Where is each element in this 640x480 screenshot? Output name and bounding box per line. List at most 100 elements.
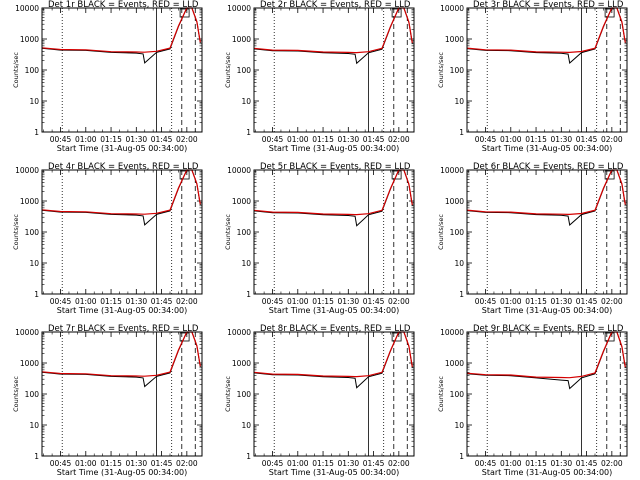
x-tick-label: 02:00 <box>388 135 410 144</box>
x-axis-label: Start Time (31-Aug-05 00:34:00) <box>57 306 188 315</box>
x-axis-label: Start Time (31-Aug-05 00:34:00) <box>269 144 400 153</box>
y-tick-label: 10 <box>454 259 464 268</box>
y-tick-label: 10 <box>29 421 39 430</box>
x-tick-label: 01:30 <box>338 297 360 306</box>
x-tick-label: 02:00 <box>601 297 623 306</box>
x-tick-label: 01:30 <box>126 135 148 144</box>
x-tick-label: 02:00 <box>176 297 198 306</box>
y-tick-label: 1000 <box>232 359 251 368</box>
y-tick-label: 1 <box>459 290 464 299</box>
y-tick-label: 100 <box>25 390 40 399</box>
x-tick-label: 02:00 <box>601 135 623 144</box>
y-axis-label: Counts/sec <box>12 376 20 412</box>
y-tick-label: 10 <box>454 421 464 430</box>
flare-box-marker <box>391 170 402 180</box>
panel-title: Det 1r BLACK = Events, RED = LLD <box>48 0 199 10</box>
x-tick-label: 01:45 <box>151 297 173 306</box>
x-tick-label: 01:30 <box>551 297 573 306</box>
plot-frame <box>253 7 415 133</box>
y-tick-label: 10 <box>241 259 251 268</box>
panel-title: Det 7r BLACK = Events, RED = LLD <box>48 324 199 334</box>
x-tick-label: 01:45 <box>363 459 385 468</box>
y-tick-label: 100 <box>237 390 252 399</box>
x-tick-label: 02:00 <box>388 459 410 468</box>
y-tick-label: 10000 <box>227 166 251 175</box>
y-tick-label: 10 <box>454 97 464 106</box>
x-tick-label: 01:15 <box>100 135 122 144</box>
x-tick-label: 00:45 <box>475 135 497 144</box>
y-tick-label: 10000 <box>15 4 39 13</box>
x-tick-label: 00:45 <box>262 297 284 306</box>
x-axis-label: Start Time (31-Aug-05 00:34:00) <box>269 306 400 315</box>
y-tick-label: 10000 <box>227 4 251 13</box>
x-tick-label: 01:00 <box>75 459 97 468</box>
panel-det-3r: Det 3r BLACK = Events, RED = LLD 1 10 100 10… <box>437 0 628 153</box>
x-tick-label: 01:45 <box>151 135 173 144</box>
y-tick-label: 1 <box>34 452 39 461</box>
panel-det-9r: Det 9r BLACK = Events, RED = LLD 1 10 100 10… <box>437 324 628 477</box>
x-tick-label: 01:00 <box>287 297 309 306</box>
x-tick-label: 01:30 <box>126 459 148 468</box>
y-tick-label: 100 <box>450 228 465 237</box>
y-tick-label: 1000 <box>445 197 464 206</box>
x-tick-label: 01:30 <box>551 135 573 144</box>
y-tick-label: 10 <box>29 97 39 106</box>
plot-frame <box>466 169 628 295</box>
x-tick-label: 02:00 <box>601 459 623 468</box>
plot-frame <box>253 331 415 457</box>
flare-box-marker <box>179 332 190 342</box>
panel-det-5r: Det 5r BLACK = Events, RED = LLD 1 10 100 10… <box>224 162 415 315</box>
y-axis-label: Counts/sec <box>12 214 20 250</box>
y-tick-label: 10 <box>29 259 39 268</box>
x-tick-label: 01:30 <box>338 135 360 144</box>
panel-title: Det 5r BLACK = Events, RED = LLD <box>260 162 411 172</box>
x-tick-label: 01:30 <box>126 297 148 306</box>
y-tick-label: 10000 <box>440 166 464 175</box>
x-tick-label: 00:45 <box>475 297 497 306</box>
x-tick-label: 01:15 <box>525 459 547 468</box>
plot-frame <box>466 331 628 457</box>
y-axis-label: Counts/sec <box>12 52 20 88</box>
x-tick-label: 01:45 <box>576 297 598 306</box>
y-tick-label: 100 <box>25 66 40 75</box>
x-tick-label: 01:15 <box>100 297 122 306</box>
panel-title: Det 3r BLACK = Events, RED = LLD <box>473 0 624 10</box>
x-tick-label: 01:15 <box>100 459 122 468</box>
x-tick-label: 01:45 <box>363 297 385 306</box>
x-tick-label: 01:00 <box>75 135 97 144</box>
panel-det-8r: Det 8r BLACK = Events, RED = LLD 1 10 100 10… <box>224 324 415 477</box>
y-tick-label: 1000 <box>445 35 464 44</box>
y-tick-label: 1000 <box>20 359 39 368</box>
x-tick-label: 01:15 <box>525 135 547 144</box>
x-tick-label: 01:45 <box>363 135 385 144</box>
x-tick-label: 01:00 <box>500 459 522 468</box>
y-tick-label: 10 <box>241 97 251 106</box>
x-axis-label: Start Time (31-Aug-05 00:34:00) <box>482 468 613 477</box>
y-tick-label: 10000 <box>440 4 464 13</box>
y-tick-label: 1000 <box>232 35 251 44</box>
panel-det-1r: Det 1r BLACK = Events, RED = LLD 1 10 100 10… <box>12 0 203 153</box>
y-axis-label: Counts/sec <box>224 214 232 250</box>
flare-box-marker <box>604 8 615 18</box>
x-tick-label: 00:45 <box>475 459 497 468</box>
y-tick-label: 1 <box>246 290 251 299</box>
panel-title: Det 2r BLACK = Events, RED = LLD <box>260 0 411 10</box>
y-tick-label: 100 <box>450 390 465 399</box>
panel-title: Det 9r BLACK = Events, RED = LLD <box>473 324 624 334</box>
y-tick-label: 100 <box>237 228 252 237</box>
x-tick-label: 01:15 <box>312 459 334 468</box>
plot-frame <box>41 169 203 295</box>
y-tick-label: 1 <box>34 128 39 137</box>
plot-frame <box>253 169 415 295</box>
y-tick-label: 100 <box>237 66 252 75</box>
x-tick-label: 02:00 <box>388 297 410 306</box>
x-tick-label: 01:00 <box>500 297 522 306</box>
panel-title: Det 8r BLACK = Events, RED = LLD <box>260 324 411 334</box>
panel-title: Det 6r BLACK = Events, RED = LLD <box>473 162 624 172</box>
y-tick-label: 10000 <box>440 328 464 337</box>
x-axis-label: Start Time (31-Aug-05 00:34:00) <box>57 468 188 477</box>
y-tick-label: 10000 <box>15 166 39 175</box>
y-tick-label: 1 <box>459 128 464 137</box>
flare-box-marker <box>179 170 190 180</box>
